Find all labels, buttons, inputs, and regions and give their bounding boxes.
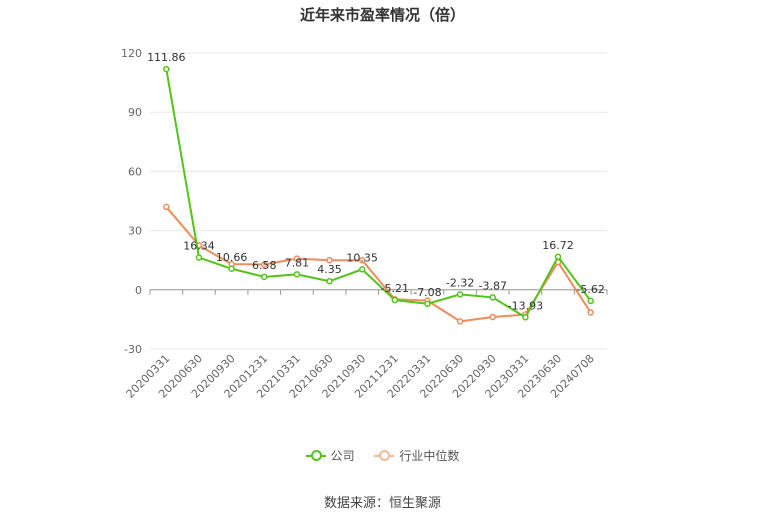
legend-label-company: 公司: [330, 449, 355, 463]
legend-item-industry[interactable]: 行业中位数: [374, 447, 459, 464]
data-point-company[interactable]: [195, 254, 203, 261]
data-point-company[interactable]: [587, 297, 594, 305]
data-point-company[interactable]: [489, 294, 496, 301]
data-label-company: 16.34: [183, 240, 215, 253]
data-label-company: 4.35: [317, 263, 342, 276]
series-layer: [163, 65, 594, 325]
data-point-company[interactable]: [522, 314, 529, 321]
data-point-company[interactable]: [293, 271, 301, 278]
data-label-company: -2.32: [446, 276, 474, 289]
data-label-company: -3.87: [479, 279, 507, 292]
data-point-industry[interactable]: [456, 318, 464, 325]
data-label-company: -5.62: [576, 283, 604, 296]
data-point-industry[interactable]: [587, 309, 594, 316]
data-point-industry[interactable]: [163, 203, 170, 211]
data-label-company: -13.93: [508, 299, 543, 312]
data-point-company[interactable]: [456, 291, 464, 298]
data-point-company[interactable]: [163, 65, 170, 73]
legend-label-industry: 行业中位数: [399, 449, 460, 463]
data-label-company: 111.86: [147, 51, 186, 64]
series-line-company: [165, 68, 592, 319]
data-point-industry[interactable]: [261, 261, 268, 268]
data-point-company[interactable]: [424, 300, 431, 308]
data-label-company: -5.21: [381, 282, 409, 295]
y-tick-label: 30: [128, 225, 142, 238]
y-tick-label: 90: [128, 106, 142, 119]
data-source: 数据来源：恒生聚源: [323, 496, 441, 511]
y-tick-label: -30: [124, 343, 142, 356]
data-point-industry[interactable]: [293, 255, 301, 262]
data-label-company: 16.72: [542, 239, 574, 252]
data-point-company[interactable]: [554, 253, 562, 261]
data-point-industry[interactable]: [326, 256, 333, 264]
data-point-company[interactable]: [391, 296, 399, 304]
legend: 公司 行业中位数: [0, 447, 765, 464]
data-point-company[interactable]: [358, 266, 366, 273]
legend-swatch-company: [305, 449, 326, 461]
data-point-industry[interactable]: [358, 256, 366, 264]
legend-swatch-industry: [374, 449, 395, 461]
y-tick-label: 120: [121, 47, 142, 60]
data-point-industry[interactable]: [489, 313, 496, 321]
data-point-company[interactable]: [326, 277, 333, 285]
legend-item-company[interactable]: 公司: [305, 447, 355, 464]
y-tick-label: 60: [128, 165, 142, 178]
y-axis: -30 0 30 60 90 120: [121, 47, 142, 356]
data-label-company: 10.35: [346, 251, 378, 264]
data-label-company: -7.08: [413, 286, 441, 299]
data-point-company[interactable]: [228, 265, 235, 273]
data-label-company: 7.81: [285, 256, 310, 269]
data-label-company: 6.58: [252, 259, 277, 272]
y-tick-label: 0: [135, 284, 142, 297]
data-point-company[interactable]: [261, 273, 268, 281]
data-label-company: 10.66: [216, 251, 248, 264]
chart-title: 近年来市盈率情况（倍）: [299, 6, 465, 24]
